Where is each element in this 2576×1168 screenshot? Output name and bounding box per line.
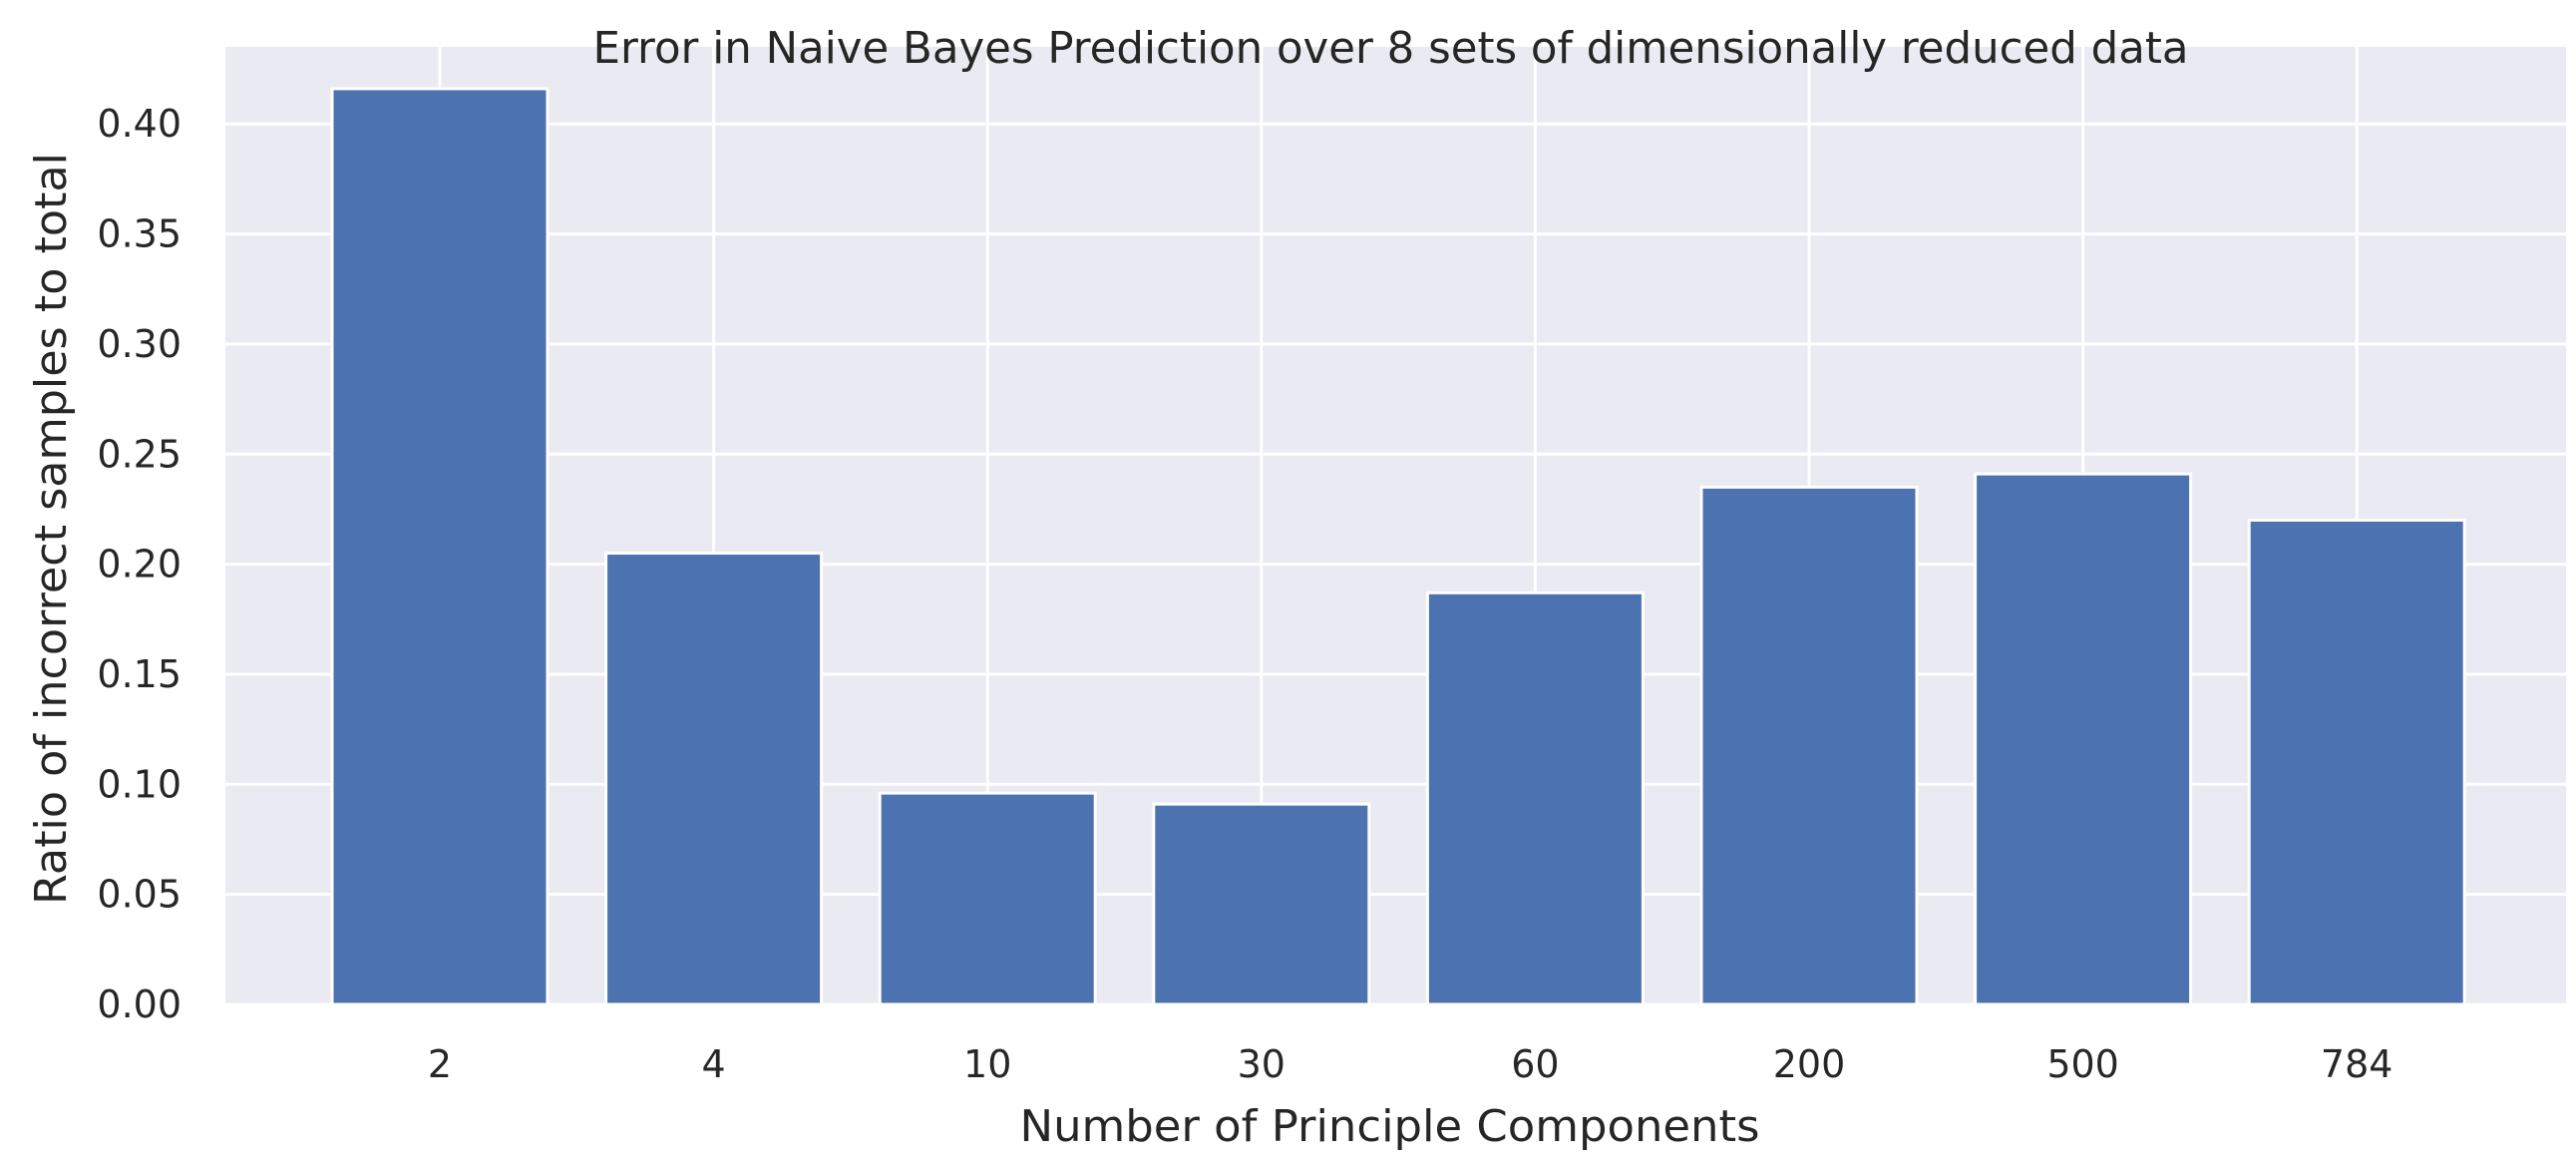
y-tick-label: 0.15 bbox=[97, 652, 182, 696]
x-tick-label: 4 bbox=[702, 1042, 726, 1086]
y-tick-label: 0.20 bbox=[97, 543, 182, 586]
x-tick-labels: 2 4 10 30 60 200 500 784 bbox=[428, 1042, 2393, 1086]
x-tick-label: 200 bbox=[1773, 1042, 1846, 1086]
y-tick-labels: 0.00 0.05 0.10 0.15 0.20 0.25 0.30 0.35 0.40 bbox=[97, 102, 182, 1026]
y-tick-label: 0.35 bbox=[97, 212, 182, 256]
bar-200 bbox=[1699, 485, 1919, 1006]
y-tick-label: 0.10 bbox=[97, 762, 182, 806]
x-axis-label: Number of Principle Components bbox=[1020, 1101, 1760, 1152]
x-tick-label: 784 bbox=[2321, 1042, 2393, 1086]
bar-60 bbox=[1425, 590, 1645, 1006]
bar-500 bbox=[1974, 472, 2193, 1006]
x-tick-label: 500 bbox=[2046, 1042, 2119, 1086]
bar-30 bbox=[1152, 802, 1371, 1006]
y-tick-label: 0.05 bbox=[97, 873, 182, 917]
bar-4 bbox=[604, 552, 824, 1006]
bar-10 bbox=[878, 791, 1097, 1006]
x-tick-label: 2 bbox=[428, 1042, 452, 1086]
x-tick-label: 10 bbox=[963, 1042, 1011, 1086]
x-tick-label: 30 bbox=[1238, 1042, 1286, 1086]
bar-784 bbox=[2247, 518, 2466, 1006]
x-tick-label: 60 bbox=[1511, 1042, 1559, 1086]
y-axis-label: Ratio of incorrect samples to total bbox=[26, 153, 77, 905]
bar-2 bbox=[330, 87, 550, 1006]
y-tick-label: 0.25 bbox=[97, 432, 182, 476]
chart-title: Error in Naive Bayes Prediction over 8 s… bbox=[593, 23, 2189, 74]
plot-area bbox=[225, 47, 2566, 1004]
y-tick-label: 0.00 bbox=[97, 982, 182, 1026]
y-tick-label: 0.40 bbox=[97, 102, 182, 146]
y-tick-label: 0.30 bbox=[97, 322, 182, 366]
bars bbox=[330, 87, 2466, 1006]
